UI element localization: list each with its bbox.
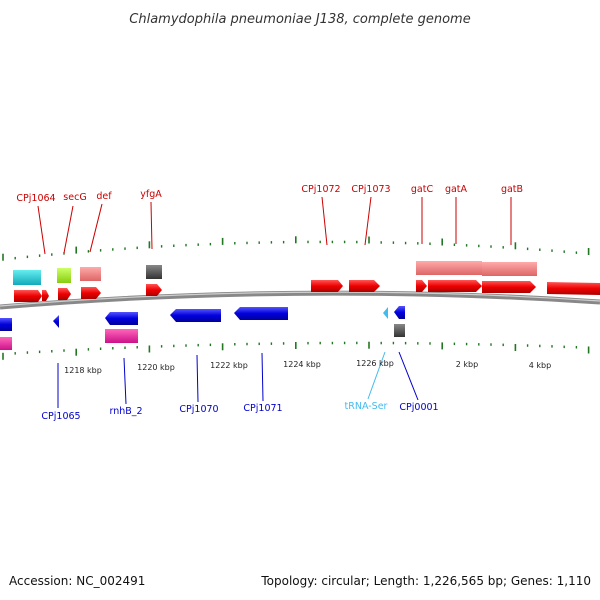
gene-arrow-forward	[482, 281, 536, 293]
scale-label: 4 kbp	[529, 361, 551, 370]
reverse-leaders	[57, 351, 419, 408]
gene-arrow-reverse	[105, 312, 138, 325]
gene-label-cpj0001: CPj0001	[399, 402, 438, 413]
gene-label-cpj1073: CPj1073	[351, 184, 390, 195]
cog-box	[0, 337, 12, 350]
gene-label-trna-ser: tRNA-Ser	[345, 401, 388, 412]
gene-arrow-forward	[349, 280, 380, 292]
gene-label-gata: gatA	[445, 184, 468, 195]
cog-box	[146, 265, 162, 279]
cog-box	[416, 261, 428, 275]
scale-label: 1220 kbp	[137, 363, 175, 372]
scale-label: 2 kbp	[456, 360, 478, 369]
gene-label-secg: secG	[63, 192, 86, 203]
gene-arrow-forward	[547, 282, 600, 295]
outer-tick-ring	[2, 236, 590, 261]
gene-arrow-forward	[311, 280, 343, 292]
gene-label-cpj1070: CPj1070	[179, 404, 218, 415]
gene-label-gatb: gatB	[501, 184, 523, 195]
scale-label: 1222 kbp	[210, 361, 248, 370]
gene-arrow-forward	[42, 290, 49, 301]
gene-arrow-forward	[14, 290, 42, 302]
cog-box	[428, 261, 482, 275]
trna-marker	[383, 307, 388, 319]
cog-box	[482, 262, 537, 276]
genome-summary: Topology: circular; Length: 1,226,565 bp…	[260, 574, 591, 588]
gene-arrow-reverse	[394, 306, 405, 319]
gene-label-rnhb2: rnhB_2	[109, 406, 142, 417]
gene-arrow-reverse	[234, 307, 288, 320]
map-title: Chlamydophila pneumoniae J138, complete …	[129, 12, 470, 27]
gene-label-def: def	[96, 191, 112, 202]
gene-arrow-forward	[58, 288, 71, 300]
gene-arrow-reverse	[170, 309, 221, 322]
gene-arrow-reverse	[0, 318, 12, 331]
gene-arrow-forward	[146, 284, 162, 296]
gene-label-cpj1064: CPj1064	[16, 193, 55, 204]
cog-box	[80, 267, 101, 281]
gene-arrow-forward	[428, 280, 482, 292]
accession: Accession: NC_002491	[9, 574, 145, 588]
gene-label-cpj1065: CPj1065	[41, 411, 80, 422]
gene-label-cpj1071: CPj1071	[243, 403, 282, 414]
cog-box	[394, 324, 405, 337]
scale-label: 1224 kbp	[283, 360, 321, 369]
cog-box	[105, 329, 138, 343]
gene-arrow-forward	[416, 280, 427, 292]
cog-box	[13, 270, 41, 285]
cog-box	[57, 268, 71, 283]
inner-tick-ring	[2, 341, 590, 360]
gene-arrow-reverse	[53, 315, 59, 328]
gene-label-yfga: yfgA	[140, 189, 162, 200]
genome-backbone	[0, 290, 600, 310]
gene-label-gatc: gatC	[411, 184, 434, 195]
gene-label-cpj1072: CPj1072	[301, 184, 340, 195]
scale-label: 1226 kbp	[356, 359, 394, 368]
scale-label: 1218 kbp	[64, 366, 102, 375]
forward-leaders	[37, 196, 512, 255]
gene-arrow-forward	[81, 287, 101, 299]
